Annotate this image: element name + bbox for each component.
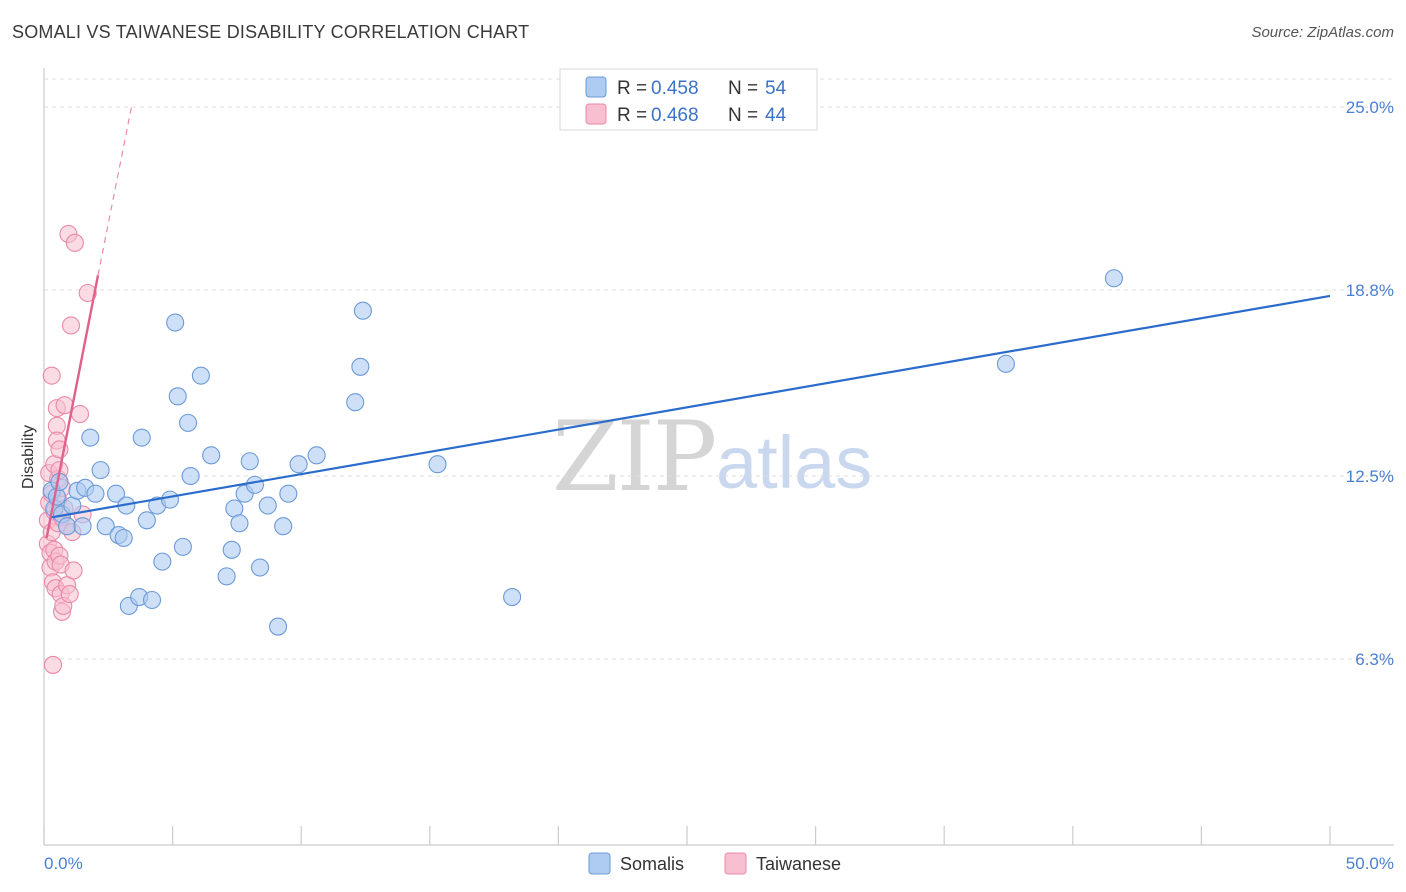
point-somalis-17 [114,528,133,548]
trendline-taiwanese [45,275,100,539]
legend-top-row-2: R = 0.468 N = 44 [617,105,787,126]
series-taiwanese-points [38,224,97,674]
point-somalis-5 [58,517,77,536]
point-taiwanese-41 [70,404,90,424]
point-taiwanese-37 [61,316,81,335]
point-somalis-49 [353,301,372,320]
point-somalis-31 [191,366,210,385]
y-axis-title: Disability [20,425,37,489]
x-tick-label-min: 0.0% [44,854,83,873]
legend-n-value-2: 44 [765,105,787,126]
y-tick-label-3: 25.0% [1346,98,1394,117]
point-somalis-11 [86,484,105,503]
point-somalis-48 [351,357,370,376]
point-somalis-21 [137,511,156,530]
point-somalis-10 [81,428,100,447]
watermark-zip: ZIP [552,401,715,513]
point-somalis-24 [153,552,172,571]
point-somalis-20 [132,428,151,447]
chart-source: Source: ZipAtlas.com [1251,24,1394,41]
legend-top: R = 0.458 N = 54 R = 0.468 N = 44 [559,68,818,131]
point-taiwanese-39 [65,233,84,252]
legend-r-label-2: R = [617,105,652,126]
legend-bottom-label-somalis: Somalis [620,854,684,874]
point-taiwanese-40 [64,561,83,580]
point-somalis-53 [1104,269,1124,288]
point-somalis-34 [222,540,241,559]
point-somalis-52 [996,354,1015,373]
point-somalis-39 [245,475,264,494]
point-somalis-36 [230,514,249,533]
point-somalis-22 [142,590,162,610]
point-somalis-47 [346,393,365,412]
legend-bottom-swatch-somalis [588,852,611,875]
point-taiwanese-36 [60,585,79,604]
trendline-taiwanese-extension [97,106,133,276]
point-somalis-8 [73,517,92,536]
y-tick-label-0: 6.3% [1355,650,1394,669]
point-somalis-25 [160,490,180,509]
legend-top-row-1: R = 0.458 N = 54 [617,78,787,99]
point-taiwanese-8 [42,366,61,385]
y-tick-label-1: 12.5% [1346,467,1394,486]
point-somalis-51 [503,587,522,607]
point-somalis-33 [217,567,236,586]
point-somalis-43 [274,517,293,536]
legend-r-value-2: 0.468 [651,105,699,126]
point-somalis-28 [173,537,192,556]
point-somalis-42 [269,617,288,636]
point-somalis-45 [289,455,308,474]
legend-bottom-label-taiwanese: Taiwanese [756,854,841,874]
point-somalis-26 [166,313,185,332]
legend-bottom-swatch-taiwanese [724,852,747,875]
point-somalis-14 [106,484,126,503]
point-somalis-41 [258,496,277,515]
point-somalis-32 [202,446,221,465]
point-somalis-30 [181,466,200,486]
point-taiwanese-10 [43,655,63,674]
point-somalis-46 [307,446,326,465]
legend-r-value-1: 0.458 [651,78,699,99]
point-somalis-50 [428,455,447,474]
point-somalis-38 [240,452,259,471]
legend-n-value-1: 54 [765,78,787,99]
point-somalis-12 [91,461,110,480]
y-tick-label-2: 18.8% [1346,281,1394,300]
grid-lines [44,78,1394,660]
legend-n-label-1: N = [728,78,763,99]
legend-bottom: Somalis Taiwanese [588,852,841,875]
point-somalis-40 [250,558,270,577]
x-ticks [43,826,1331,845]
chart-title: SOMALI VS TAIWANESE DISABILITY CORRELATI… [12,22,530,42]
legend-top-swatch-taiwanese [585,103,607,125]
trendline-somalis [51,294,1331,519]
watermark-atlas: atlas [716,421,872,504]
legend-n-label-2: N = [728,105,763,126]
trend-lines [45,106,1331,539]
legend-r-label-1: R = [617,78,652,99]
point-somalis-27 [168,387,187,406]
x-tick-label-max: 50.0% [1346,854,1394,873]
point-somalis-29 [178,413,198,432]
point-taiwanese-43 [78,283,97,303]
point-somalis-13 [96,517,115,536]
point-somalis-44 [279,484,298,503]
legend-top-swatch-somalis [585,76,607,98]
y-tick-labels: 6.3% 12.5% 18.8% 25.0% [1346,98,1394,669]
